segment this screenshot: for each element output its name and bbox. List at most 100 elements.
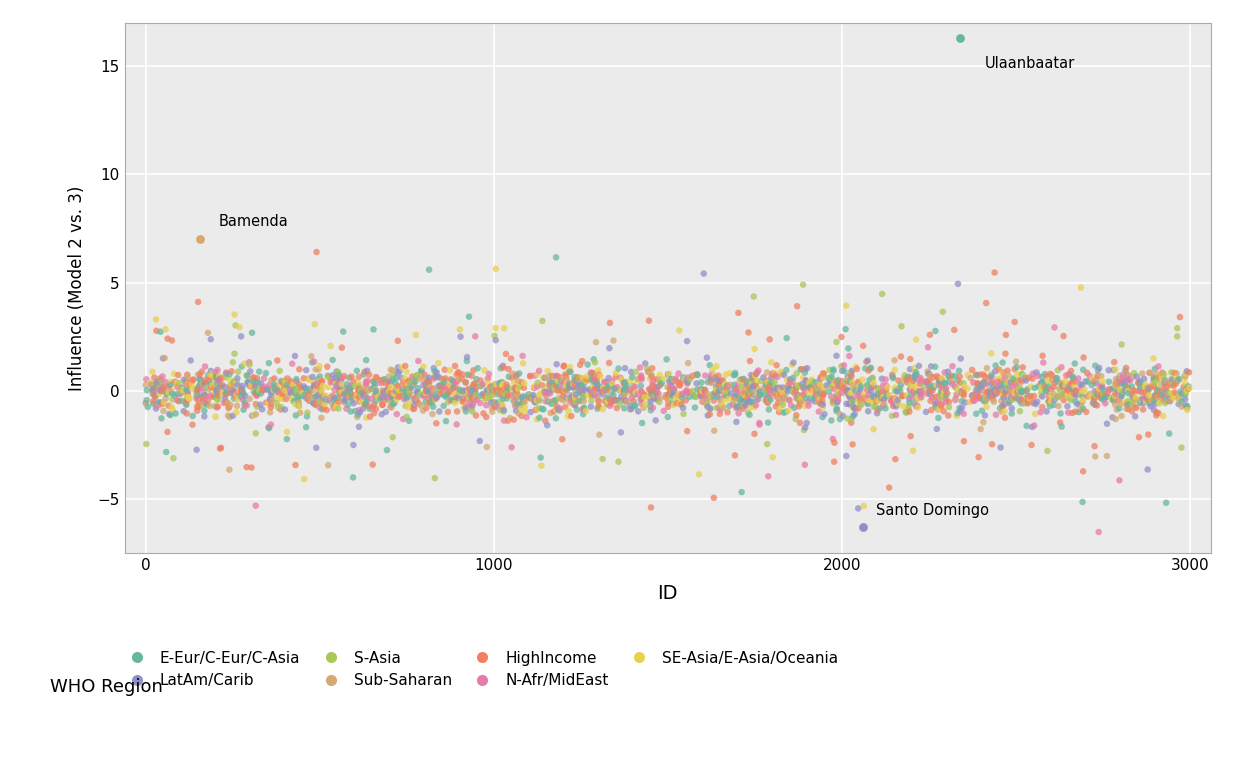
Point: [634, 389, 654, 401]
Point: [484, 401, 504, 413]
Point: [698, 397, 718, 409]
Point: [731, 394, 751, 406]
Point: [334, 396, 354, 409]
Point: [384, 387, 404, 399]
Point: [664, 374, 684, 386]
Point: [510, 380, 530, 392]
Point: [258, 357, 278, 369]
Point: [1018, 393, 1038, 406]
Point: [574, 402, 594, 414]
Point: [895, 373, 915, 386]
Point: [769, 388, 789, 400]
Point: [821, 414, 841, 426]
Point: [806, 382, 826, 394]
Point: [240, 392, 260, 405]
Point: [1072, 396, 1092, 408]
Point: [812, 389, 832, 402]
Point: [766, 400, 786, 412]
Point: [589, 400, 609, 412]
Point: [1038, 379, 1058, 392]
Point: [505, 384, 525, 396]
Point: [1026, 398, 1046, 410]
Point: [706, 384, 726, 396]
Point: [154, 353, 173, 365]
Point: [288, 398, 308, 410]
Point: [796, 417, 816, 429]
Point: [318, 370, 338, 382]
Point: [334, 388, 354, 400]
Point: [176, 397, 196, 409]
Point: [251, 387, 271, 399]
Point: [243, 372, 263, 384]
Point: [704, 369, 724, 382]
Point: [1141, 367, 1161, 379]
Point: [1156, 390, 1176, 402]
Point: [302, 375, 322, 387]
Point: [452, 385, 472, 397]
Point: [386, 372, 406, 384]
Point: [1096, 397, 1116, 409]
Point: [319, 372, 339, 384]
Point: [1061, 387, 1081, 399]
Point: [857, 383, 877, 396]
Point: [286, 373, 306, 386]
Point: [441, 394, 461, 406]
Point: [666, 397, 686, 409]
Point: [158, 382, 178, 394]
Point: [902, 392, 922, 404]
Point: [226, 406, 246, 419]
Point: [744, 290, 764, 303]
Point: [492, 400, 512, 412]
Point: [1066, 406, 1086, 418]
Point: [573, 408, 593, 420]
Point: [514, 396, 534, 409]
Point: [524, 382, 544, 395]
Point: [658, 381, 678, 393]
Point: [356, 379, 376, 392]
Point: [896, 406, 916, 419]
Point: [840, 390, 860, 402]
Point: [1139, 389, 1159, 402]
Point: [272, 386, 292, 398]
Point: [1093, 394, 1113, 406]
Point: [457, 392, 477, 405]
Point: [177, 390, 197, 402]
Point: [572, 386, 592, 399]
Point: [715, 389, 735, 401]
Point: [467, 373, 487, 386]
Point: [144, 395, 163, 407]
Point: [514, 382, 534, 394]
Point: [529, 393, 549, 406]
Point: [193, 392, 213, 404]
Point: [237, 376, 257, 388]
Point: [577, 375, 597, 387]
Point: [741, 383, 761, 396]
Point: [535, 396, 555, 408]
Point: [935, 366, 955, 379]
Point: [882, 396, 902, 408]
Point: [527, 413, 547, 425]
Point: [545, 394, 565, 406]
Point: [981, 368, 1001, 380]
Point: [232, 360, 252, 372]
Point: [559, 405, 579, 417]
Point: [1118, 403, 1138, 415]
Point: [773, 382, 792, 394]
Point: [765, 382, 785, 394]
Point: [493, 386, 513, 398]
Point: [735, 383, 755, 396]
Point: [806, 385, 826, 397]
Point: [839, 398, 859, 410]
Point: [207, 378, 227, 390]
Point: [709, 379, 729, 392]
Point: [379, 391, 399, 403]
Point: [417, 402, 437, 414]
Point: [216, 388, 236, 400]
Point: [602, 395, 622, 407]
Point: [343, 472, 363, 484]
Point: [832, 387, 852, 399]
Point: [766, 382, 786, 395]
Point: [810, 379, 830, 391]
Point: [1021, 381, 1041, 393]
Point: [842, 400, 862, 412]
